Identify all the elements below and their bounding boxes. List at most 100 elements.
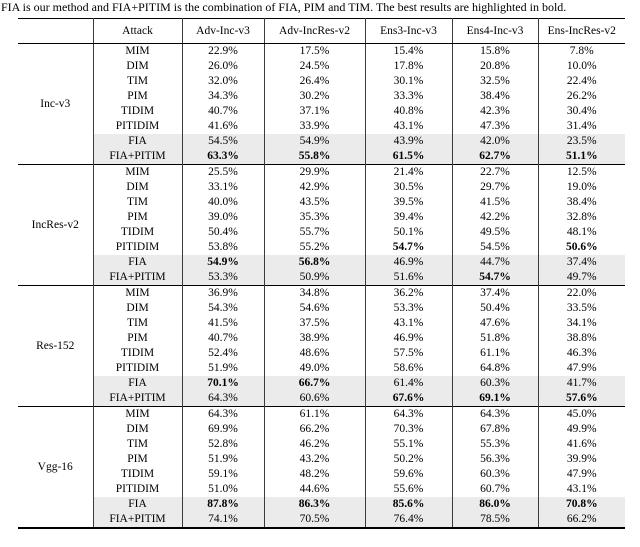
- table-row: PITIDIM 51.0% 44.6% 55.6% 60.7% 43.1%: [18, 482, 625, 497]
- value-cell: 62.7%: [451, 149, 538, 165]
- value-cell: 32.8%: [537, 210, 625, 225]
- value-cell: 52.8%: [181, 437, 264, 452]
- value-cell: 50.4%: [451, 301, 538, 316]
- table-row: FIA+PITIM 63.3% 55.8% 61.5% 62.7% 51.1%: [18, 149, 625, 165]
- table-row: FIA 70.1% 66.7% 61.4% 60.3% 41.7%: [18, 376, 625, 391]
- attack-cell: PIM: [92, 452, 182, 467]
- value-cell: 55.1%: [364, 437, 452, 452]
- table-caption: FIA is our method and FIA+PITIM is the c…: [1, 0, 567, 14]
- attack-cell: MIM: [92, 164, 182, 180]
- table-row: TIDIM 59.1% 48.2% 59.6% 60.3% 47.9%: [18, 467, 625, 482]
- value-cell: 64.3%: [364, 406, 452, 422]
- attack-cell: FIA+PITIM: [92, 391, 182, 407]
- attack-cell: MIM: [92, 285, 182, 301]
- attack-cell: FIA+PITIM: [92, 149, 182, 165]
- value-cell: 30.4%: [537, 104, 625, 119]
- value-cell: 61.4%: [364, 376, 452, 391]
- attack-cell: DIM: [92, 422, 182, 437]
- attack-cell: FIA+PITIM: [92, 270, 182, 286]
- model-cell: IncRes-v2: [18, 164, 93, 286]
- value-cell: 53.8%: [181, 240, 264, 255]
- value-cell: 60.6%: [263, 391, 365, 407]
- value-cell: 54.7%: [364, 240, 452, 255]
- attack-cell: PIM: [92, 210, 182, 225]
- value-cell: 15.8%: [451, 43, 538, 59]
- column-header: Ens3-Inc-v3: [364, 18, 452, 44]
- value-cell: 69.1%: [451, 391, 538, 407]
- value-cell: 51.9%: [181, 452, 264, 467]
- attack-cell: PIM: [92, 331, 182, 346]
- value-cell: 38.4%: [537, 195, 625, 210]
- attack-cell: TIM: [92, 316, 182, 331]
- attack-cell: FIA: [92, 255, 182, 270]
- value-cell: 43.1%: [364, 119, 452, 134]
- table-row: PITIDIM 41.6% 33.9% 43.1% 47.3% 31.4%: [18, 119, 625, 134]
- table-row: Res-152 MIM 36.9% 34.8% 36.2% 37.4% 22.0%: [18, 285, 625, 407]
- value-cell: 23.5%: [537, 134, 625, 149]
- column-header: Ens-IncRes-v2: [537, 18, 625, 44]
- value-cell: 35.3%: [263, 210, 365, 225]
- corner-cell: [18, 18, 93, 44]
- value-cell: 54.5%: [451, 240, 538, 255]
- value-cell: 22.7%: [451, 164, 538, 180]
- model-group: Inc-v3 MIM 22.9% 17.5% 15.4% 15.8% 7.8% DIM 26.0…: [18, 43, 625, 165]
- value-cell: 48.1%: [537, 225, 625, 240]
- table-row: DIM 26.0% 24.5% 17.8% 20.8% 10.0%: [18, 59, 625, 74]
- value-cell: 40.0%: [181, 195, 264, 210]
- value-cell: 31.4%: [537, 119, 625, 134]
- value-cell: 10.0%: [537, 59, 625, 74]
- value-cell: 54.9%: [181, 255, 264, 270]
- value-cell: 64.8%: [451, 361, 538, 376]
- value-cell: 15.4%: [364, 43, 452, 59]
- value-cell: 30.1%: [364, 74, 452, 89]
- value-cell: 33.9%: [263, 119, 365, 134]
- value-cell: 60.7%: [451, 482, 538, 497]
- value-cell: 59.1%: [181, 467, 264, 482]
- attack-cell: DIM: [92, 59, 182, 74]
- value-cell: 22.0%: [537, 285, 625, 301]
- attack-cell: FIA: [92, 376, 182, 391]
- model-group: IncRes-v2 MIM 25.5% 29.9% 21.4% 22.7% 12.5% DIM…: [18, 164, 625, 286]
- value-cell: 49.5%: [451, 225, 538, 240]
- model-cell: Inc-v3: [18, 43, 93, 165]
- value-cell: 49.0%: [263, 361, 365, 376]
- value-cell: 7.8%: [537, 43, 625, 59]
- model-group: Res-152 MIM 36.9% 34.8% 36.2% 37.4% 22.0% DIM 54…: [18, 285, 625, 407]
- value-cell: 50.9%: [263, 270, 365, 286]
- value-cell: 54.3%: [181, 301, 264, 316]
- table-row: TIM 41.5% 37.5% 43.1% 47.6% 34.1%: [18, 316, 625, 331]
- value-cell: 34.1%: [537, 316, 625, 331]
- table-row: DIM 33.1% 42.9% 30.5% 29.7% 19.0%: [18, 180, 625, 195]
- table-row: FIA+PITIM 64.3% 60.6% 67.6% 69.1% 57.6%: [18, 391, 625, 407]
- value-cell: 41.6%: [181, 119, 264, 134]
- value-cell: 42.2%: [451, 210, 538, 225]
- value-cell: 67.8%: [451, 422, 538, 437]
- value-cell: 70.5%: [263, 512, 365, 528]
- value-cell: 39.0%: [181, 210, 264, 225]
- table-container: Attack Adv-Inc-v3 Adv-IncRes-v2 Ens3-Inc-v3…: [18, 18, 625, 529]
- value-cell: 46.3%: [537, 346, 625, 361]
- header-row: Attack Adv-Inc-v3 Adv-IncRes-v2 Ens3-Inc-v3…: [18, 18, 625, 44]
- value-cell: 21.4%: [364, 164, 452, 180]
- value-cell: 46.9%: [364, 255, 452, 270]
- value-cell: 70.3%: [364, 422, 452, 437]
- value-cell: 55.3%: [451, 437, 538, 452]
- value-cell: 25.5%: [181, 164, 264, 180]
- model-cell: Res-152: [18, 285, 93, 407]
- value-cell: 22.4%: [537, 74, 625, 89]
- value-cell: 61.5%: [364, 149, 452, 165]
- value-cell: 32.5%: [451, 74, 538, 89]
- value-cell: 40.8%: [364, 104, 452, 119]
- value-cell: 44.6%: [263, 482, 365, 497]
- value-cell: 34.3%: [181, 89, 264, 104]
- value-cell: 70.1%: [181, 376, 264, 391]
- value-cell: 37.4%: [537, 255, 625, 270]
- value-cell: 41.6%: [537, 437, 625, 452]
- value-cell: 45.0%: [537, 406, 625, 422]
- value-cell: 41.5%: [451, 195, 538, 210]
- value-cell: 49.7%: [537, 270, 625, 286]
- value-cell: 60.3%: [451, 467, 538, 482]
- attack-cell: TIDIM: [92, 225, 182, 240]
- value-cell: 87.8%: [181, 497, 264, 512]
- table-row: FIA 54.5% 54.9% 43.9% 42.0% 23.5%: [18, 134, 625, 149]
